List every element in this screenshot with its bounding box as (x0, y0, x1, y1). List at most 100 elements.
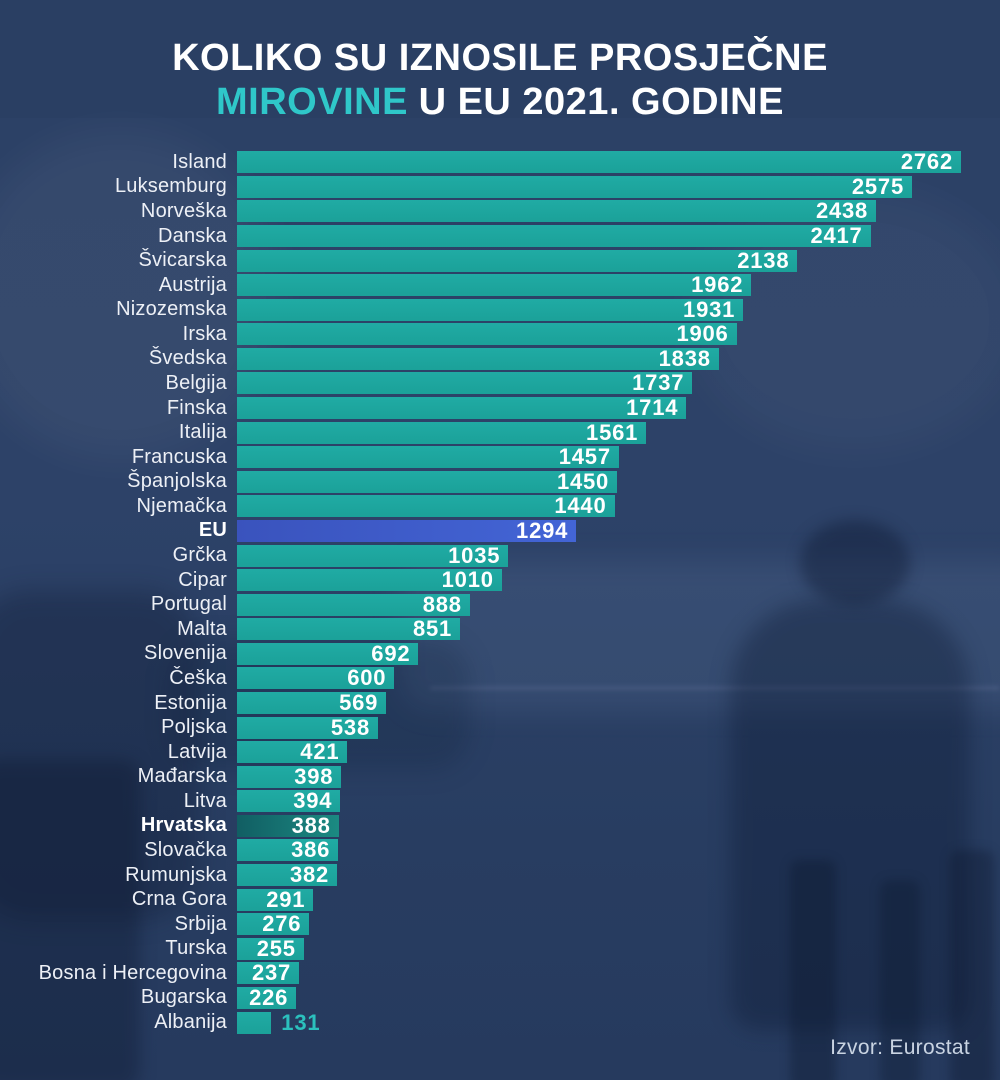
chart-row: Latvija 421 (0, 740, 1000, 765)
chart-row: Švedska 1838 (0, 347, 1000, 372)
chart-row: Italija 1561 (0, 420, 1000, 445)
bar-area: 2417 (237, 223, 1000, 249)
bar-area: 1010 (237, 569, 1000, 592)
country-label: Francuska (131, 445, 227, 468)
chart-row: Austrija 1962 (0, 273, 1000, 298)
bar-value: 255 (256, 935, 296, 961)
bar: 2138 (237, 247, 798, 273)
bar-value: 1906 (676, 321, 729, 347)
bar: 888 (237, 593, 470, 616)
bar-area: 1457 (237, 446, 1000, 469)
bar-chart: Island 2762 Luksemburg 2575 Norveška 243… (0, 150, 1000, 1035)
chart-row: Finska 1714 (0, 396, 1000, 421)
bar-area: 237 (237, 962, 1000, 985)
bar: 1457 (237, 446, 619, 469)
bar-area: 600 (237, 667, 1000, 690)
bar: 421 (237, 739, 348, 765)
source-credit: Izvor: Eurostat (830, 1036, 970, 1059)
bar: 2762 (237, 151, 961, 174)
bar-value: 398 (294, 763, 334, 789)
bar: 1294 (237, 519, 577, 542)
country-label: Litva (183, 789, 227, 812)
chart-row: Island 2762 (0, 150, 1000, 175)
country-label: Finska (166, 396, 227, 419)
bar: 1962 (237, 274, 752, 297)
bar-value: 2575 (851, 173, 904, 199)
country-label: EU (198, 519, 227, 542)
chart-row: Belgija 1737 (0, 371, 1000, 396)
bar-area: 1294 (237, 519, 1000, 542)
bar-area: 382 (237, 864, 1000, 887)
bar-area: 1561 (237, 421, 1000, 444)
chart-row: Njemačka 1440 (0, 494, 1000, 519)
country-label: Cipar (178, 568, 227, 591)
chart-row: Bosna i Hercegovina 237 (0, 961, 1000, 986)
country-label: Nizozemska (116, 298, 227, 321)
chart-row: Srbija 276 (0, 912, 1000, 937)
bar: 1906 (237, 321, 737, 347)
bar: 386 (237, 837, 339, 863)
background-chair-slat-3 (950, 850, 994, 1080)
country-label: Grčka (172, 544, 227, 567)
bar-value: 2138 (737, 247, 790, 273)
bar-area: 2438 (237, 200, 1000, 223)
chart-row: Luksemburg 2575 (0, 175, 1000, 200)
bar: 1035 (237, 544, 509, 567)
bar-area: 394 (237, 790, 1000, 813)
bar-value: 2417 (810, 223, 863, 249)
chart-row: Mađarska 398 (0, 764, 1000, 789)
bar: 382 (237, 864, 338, 887)
bar-value: 1931 (683, 296, 736, 322)
country-label: Slovenija (144, 642, 227, 665)
bar: 1450 (237, 470, 618, 493)
country-label: Hrvatska (140, 814, 227, 837)
bar: 692 (237, 642, 419, 665)
bar-area: 1838 (237, 347, 1000, 370)
bar-value: 386 (291, 837, 331, 863)
background-light-patch-left (0, 130, 280, 460)
background-person-left-silhouette (0, 590, 200, 920)
country-label: Poljska (161, 716, 227, 739)
bar: 1010 (237, 569, 502, 592)
country-label: Danska (157, 224, 227, 247)
chart-row: EU 1294 (0, 519, 1000, 544)
chart-row: Albanija 131 (0, 1010, 1000, 1035)
bar: 388 (237, 814, 339, 837)
bar: 1561 (237, 421, 647, 444)
bar: 600 (237, 667, 395, 690)
bar: 538 (237, 714, 378, 740)
bar-area: 2762 (237, 151, 1000, 174)
bar-area: 538 (237, 714, 1000, 740)
bar: 2575 (237, 173, 912, 199)
chart-title-line1: KOLIKO SU IZNOSILE PROSJEČNE (172, 37, 828, 79)
country-label: Rumunjska (125, 863, 227, 886)
country-label: Srbija (174, 912, 227, 935)
bar-value: 421 (300, 739, 340, 765)
country-label: Latvija (167, 740, 227, 763)
chart-row: Grčka 1035 (0, 543, 1000, 568)
bar (237, 1011, 272, 1034)
bar-area: 276 (237, 913, 1000, 936)
country-label: Albanija (154, 1011, 227, 1034)
bar-value: 538 (330, 714, 370, 740)
chart-row: Hrvatska 388 (0, 814, 1000, 839)
bar-area: 1035 (237, 544, 1000, 567)
bar-value: 1737 (632, 370, 685, 396)
bar-value: 291 (266, 886, 306, 912)
bar: 226 (237, 986, 297, 1009)
chart-row: Irska 1906 (0, 322, 1000, 347)
bar-area: 2138 (237, 247, 1000, 273)
country-label: Malta (177, 617, 227, 640)
country-label: Češka (169, 666, 227, 689)
country-label: Mađarska (137, 765, 227, 788)
chart-row: Danska 2417 (0, 224, 1000, 249)
chart-title-line2-rest: U EU 2021. GODINE (418, 81, 784, 124)
chart-row: Slovenija 692 (0, 642, 1000, 667)
country-label: Španjolska (127, 470, 227, 493)
bar-value: 569 (339, 690, 379, 715)
country-label: Irska (182, 322, 227, 345)
bar-area: 851 (237, 618, 1000, 641)
chart-row: Turska 255 (0, 937, 1000, 962)
bar: 394 (237, 790, 341, 813)
chart-row: Nizozemska 1931 (0, 297, 1000, 322)
